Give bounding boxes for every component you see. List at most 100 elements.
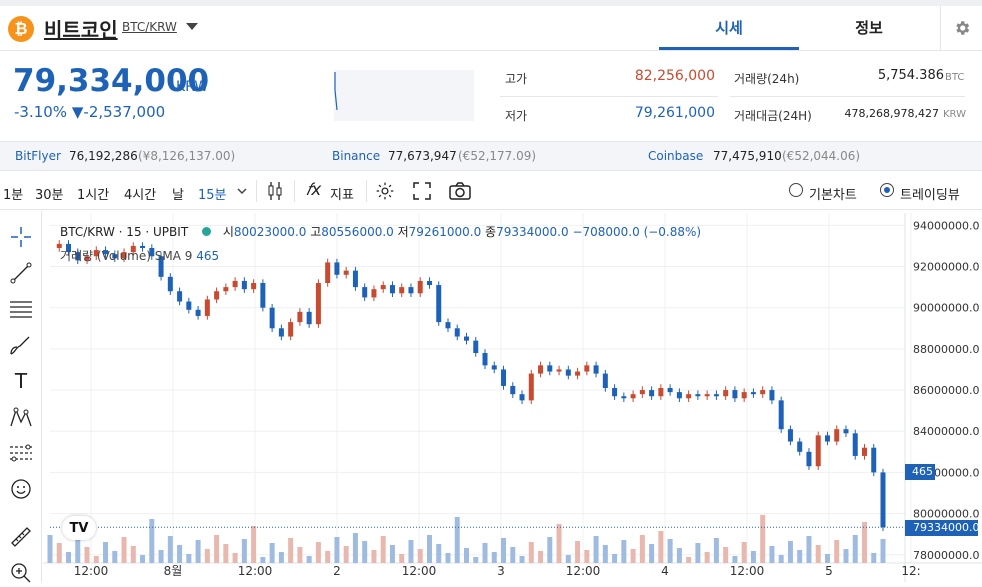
radio-basic-chart[interactable] [789,183,803,197]
volume-bar [232,553,238,563]
volume-bar [84,547,90,563]
text-tool-icon[interactable]: T [14,369,28,393]
interval-4h[interactable]: 4시간 [124,188,157,203]
candle-body [630,394,636,399]
candle-body [195,309,201,316]
coin-pair[interactable]: BTC/KRW [122,20,177,34]
price-chart[interactable]: 94000000.0 92000000.0 90000000.0 88000000.0… [43,213,982,582]
volume-bar [47,535,53,563]
trendline-icon[interactable] [7,259,35,287]
ruler-icon[interactable] [7,523,35,551]
drawing-tools: T [0,211,42,583]
candle-body [769,390,775,401]
basic-chart-label[interactable]: 기본차트 [809,188,857,203]
change-percent: -3.10% [14,103,68,121]
volume-bar [491,552,497,563]
candle-body [852,433,858,456]
legend-low-label: 저 [397,225,409,239]
volume-bar [871,553,877,563]
candle-body [445,322,451,329]
volume-bar [260,557,266,563]
chart-legend: BTC/KRW · 15 · UPBIT 시80023000.0 고805560… [60,223,701,240]
volume-bar [362,541,368,563]
zoom-in-icon[interactable] [7,559,35,587]
candle-body [84,256,90,261]
market-status-dot [201,227,211,236]
top-strip [0,0,982,6]
time-axis-label: 12:00 [238,564,273,578]
divider [500,96,718,97]
exchange-name[interactable]: Binance [332,149,381,163]
function-icon[interactable]: 𝑓x [306,180,322,200]
volume-bar [732,556,738,563]
prediction-icon[interactable] [7,439,35,467]
exchange-sub: (¥8,126,137.00) [138,149,236,163]
candle-body [528,373,534,401]
legend-open-label: 시 [222,225,234,239]
exchange-name[interactable]: BitFlyer [15,149,61,163]
volume-bar [177,545,183,563]
indicator-button[interactable]: 지표 [330,188,354,203]
tab-info[interactable]: 정보 [855,19,883,37]
pattern-icon[interactable] [7,403,35,431]
gear-icon[interactable] [375,181,395,201]
volume-bar [121,537,127,563]
volume-bar [686,557,692,563]
fullscreen-icon[interactable] [413,182,431,200]
camera-icon[interactable] [449,182,471,200]
volume-bar [704,552,710,563]
volume-bar [186,554,192,563]
candle-body [491,365,497,370]
interval-1m[interactable]: 1분 [3,188,24,203]
interval-30m[interactable]: 30분 [35,188,64,203]
price-axis-label: 88000000.0 [913,343,979,356]
volume-bar [723,547,729,563]
price-summary: 79,334,000 KRW -3.10% ▼-2,537,000 고가 82,… [0,52,982,138]
volume-bar [93,556,99,563]
candle-body [121,252,127,259]
amount-label: 거래대금(24H) [734,109,812,123]
interval-1h[interactable]: 1시간 [77,188,110,203]
interval-15m[interactable]: 15분 [198,188,227,203]
chevron-down-icon[interactable] [186,23,198,30]
candle-body [787,429,793,442]
candle-body [112,254,118,259]
tradingview-label[interactable]: 트레이딩뷰 [900,188,960,203]
radio-tradingview[interactable] [880,183,894,197]
volume-bar [806,536,812,563]
price-axis-label: 90000000.0 [913,302,979,315]
candle-body [806,451,812,467]
brush-icon[interactable] [7,331,35,359]
candle-body [408,287,414,294]
time-axis-label: 12: [901,564,920,578]
chevron-down-icon[interactable] [237,186,247,196]
volume-tag: 465 [905,464,935,480]
volume-bar [436,544,442,563]
crosshair-icon[interactable] [7,223,35,251]
candle-body [639,390,645,395]
candle-body [815,435,821,467]
volume-label: 거래량(24h) [734,72,800,86]
volume-bar [667,539,673,563]
tab-quote[interactable]: 시세 [659,6,799,50]
candle-body [149,248,155,257]
fib-lines-icon[interactable] [7,295,35,323]
candlestick-icon[interactable] [266,181,284,201]
mini-chart [334,70,474,121]
candle-body [66,243,72,253]
legend-high: 80556000.0 [321,225,394,239]
exchange-price: 77,475,910 [713,149,782,163]
exchange-name[interactable]: Coinbase [648,149,704,163]
emoji-icon[interactable] [7,475,35,503]
volume-bar [676,548,682,563]
volume-bar [769,546,775,563]
candle-body [667,388,673,393]
price-change: -3.10% ▼-2,537,000 [14,103,165,121]
candle-body [676,392,682,399]
settings-button[interactable] [940,6,982,50]
exchange-sub: (€52,177.09) [458,149,537,163]
coin-name[interactable]: 비트코인 [44,18,118,42]
volume-bar [445,553,451,563]
volume-bar [612,554,618,563]
interval-day[interactable]: 날 [172,188,184,203]
